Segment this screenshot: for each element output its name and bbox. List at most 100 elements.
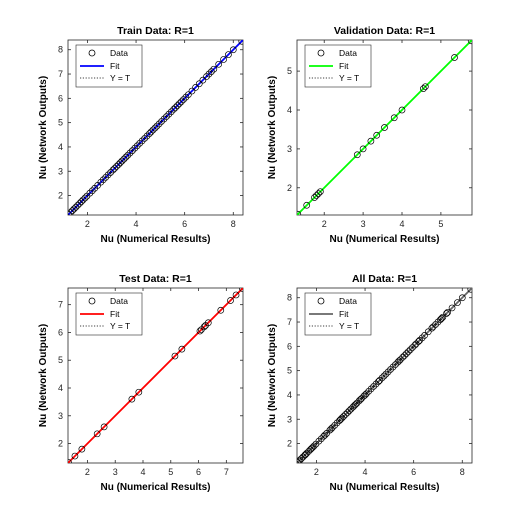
y-tick-label: 3 xyxy=(58,411,63,421)
data-point xyxy=(367,137,375,145)
data-point xyxy=(238,40,243,45)
data-point xyxy=(165,110,173,118)
data-point xyxy=(297,210,302,215)
legend-data-marker xyxy=(317,49,325,57)
legend-label-fit: Fit xyxy=(339,309,349,319)
data-point xyxy=(308,445,315,452)
data-point xyxy=(177,98,185,106)
data-point xyxy=(399,353,407,361)
chart-title: Test Data: R=1 xyxy=(119,273,192,285)
data-point xyxy=(147,128,155,136)
legend-label-fit: Fit xyxy=(110,61,120,71)
data-point xyxy=(126,149,134,157)
data-point xyxy=(115,161,122,168)
y-tick-label: 7 xyxy=(287,317,292,327)
data-point xyxy=(310,442,318,450)
data-point xyxy=(313,192,320,199)
y-tick-label: 7 xyxy=(58,69,63,79)
data-point xyxy=(100,423,108,431)
data-point xyxy=(451,54,458,61)
data-point xyxy=(392,361,399,368)
data-point xyxy=(107,169,114,176)
data-point xyxy=(76,199,84,207)
data-point xyxy=(188,87,196,95)
chart-title: All Data: R=1 xyxy=(352,273,417,285)
y-tick-label: 6 xyxy=(58,93,63,103)
panel-1: 2 4 6 8 2 3 4 5 6 7 8 Data Fit Y = T Train Data: R=1 Nu… xyxy=(38,25,244,245)
legend-label-data: Data xyxy=(339,296,357,306)
data-point xyxy=(225,51,232,58)
x-tick-label: 6 xyxy=(411,467,416,477)
data-point xyxy=(311,194,318,201)
data-point xyxy=(174,102,181,109)
y-tick-label: 5 xyxy=(287,366,292,376)
legend-label-fit: Fit xyxy=(110,309,120,319)
data-point xyxy=(118,157,126,165)
legend-label-data: Data xyxy=(110,48,128,58)
data-point xyxy=(184,91,192,99)
y-tick-label: 2 xyxy=(287,183,292,193)
data-point xyxy=(401,352,408,359)
data-point xyxy=(167,108,175,116)
data-point xyxy=(362,390,370,398)
data-point xyxy=(338,414,346,422)
data-point xyxy=(321,431,329,439)
fit-line xyxy=(68,288,243,463)
data-point xyxy=(316,188,324,196)
data-point xyxy=(467,40,472,45)
data-point xyxy=(120,155,128,163)
data-point xyxy=(412,340,420,348)
data-point xyxy=(370,383,377,390)
chart-title: Train Data: R=1 xyxy=(117,25,194,37)
data-point xyxy=(420,85,427,92)
data-point xyxy=(99,176,107,184)
data-point xyxy=(353,151,361,159)
data-point xyxy=(200,323,208,331)
x-tick-label: 7 xyxy=(224,467,229,477)
x-tick-label: 2 xyxy=(85,219,90,229)
y-tick-label: 5 xyxy=(58,355,63,365)
data-point xyxy=(111,164,119,172)
data-point xyxy=(372,380,380,388)
data-point xyxy=(376,377,383,384)
panel-3: 2 3 4 5 6 7 2 3 4 5 6 7 Data Fit Y = T Test Data: R=1 Nu… xyxy=(38,273,244,493)
y-tick-label: 7 xyxy=(58,300,63,310)
data-point xyxy=(358,395,365,402)
data-point xyxy=(129,147,136,154)
data-point xyxy=(342,411,349,418)
data-point xyxy=(349,403,357,411)
data-point xyxy=(78,198,85,205)
x-axis-label: Nu (Numerical Results) xyxy=(329,234,439,245)
data-point xyxy=(356,396,364,404)
panel-2: 2 3 4 5 2 3 4 5 Data Fit Y = T Validation Data: R=1… xyxy=(267,25,473,245)
data-point xyxy=(143,132,151,140)
y-tick-label: 3 xyxy=(287,414,292,424)
data-point xyxy=(138,137,146,145)
data-point xyxy=(97,178,105,186)
data-point xyxy=(79,196,87,204)
data-point xyxy=(227,297,234,304)
data-point xyxy=(299,453,307,461)
data-point xyxy=(359,145,367,153)
data-point xyxy=(199,76,207,84)
panel-4: 2 4 6 8 2 3 4 5 6 7 8 Data Fit Y = T All Data: R=1 Nu (… xyxy=(267,273,473,493)
data-point xyxy=(301,451,309,459)
data-point xyxy=(409,344,416,351)
x-tick-label: 2 xyxy=(322,219,327,229)
data-point xyxy=(437,316,444,323)
data-point xyxy=(406,346,414,354)
data-point xyxy=(340,412,348,420)
data-point xyxy=(205,70,213,78)
data-point xyxy=(375,378,382,385)
data-point xyxy=(344,409,351,416)
data-point xyxy=(217,306,225,314)
data-point xyxy=(93,430,101,438)
data-point xyxy=(443,310,450,317)
x-tick-label: 2 xyxy=(314,467,319,477)
y-tick-label: 2 xyxy=(58,439,63,449)
x-axis-label: Nu (Numerical Results) xyxy=(329,482,439,493)
data-point xyxy=(298,455,305,462)
y-tick-label: 8 xyxy=(58,45,63,55)
data-point xyxy=(467,288,472,293)
data-point xyxy=(351,401,359,409)
